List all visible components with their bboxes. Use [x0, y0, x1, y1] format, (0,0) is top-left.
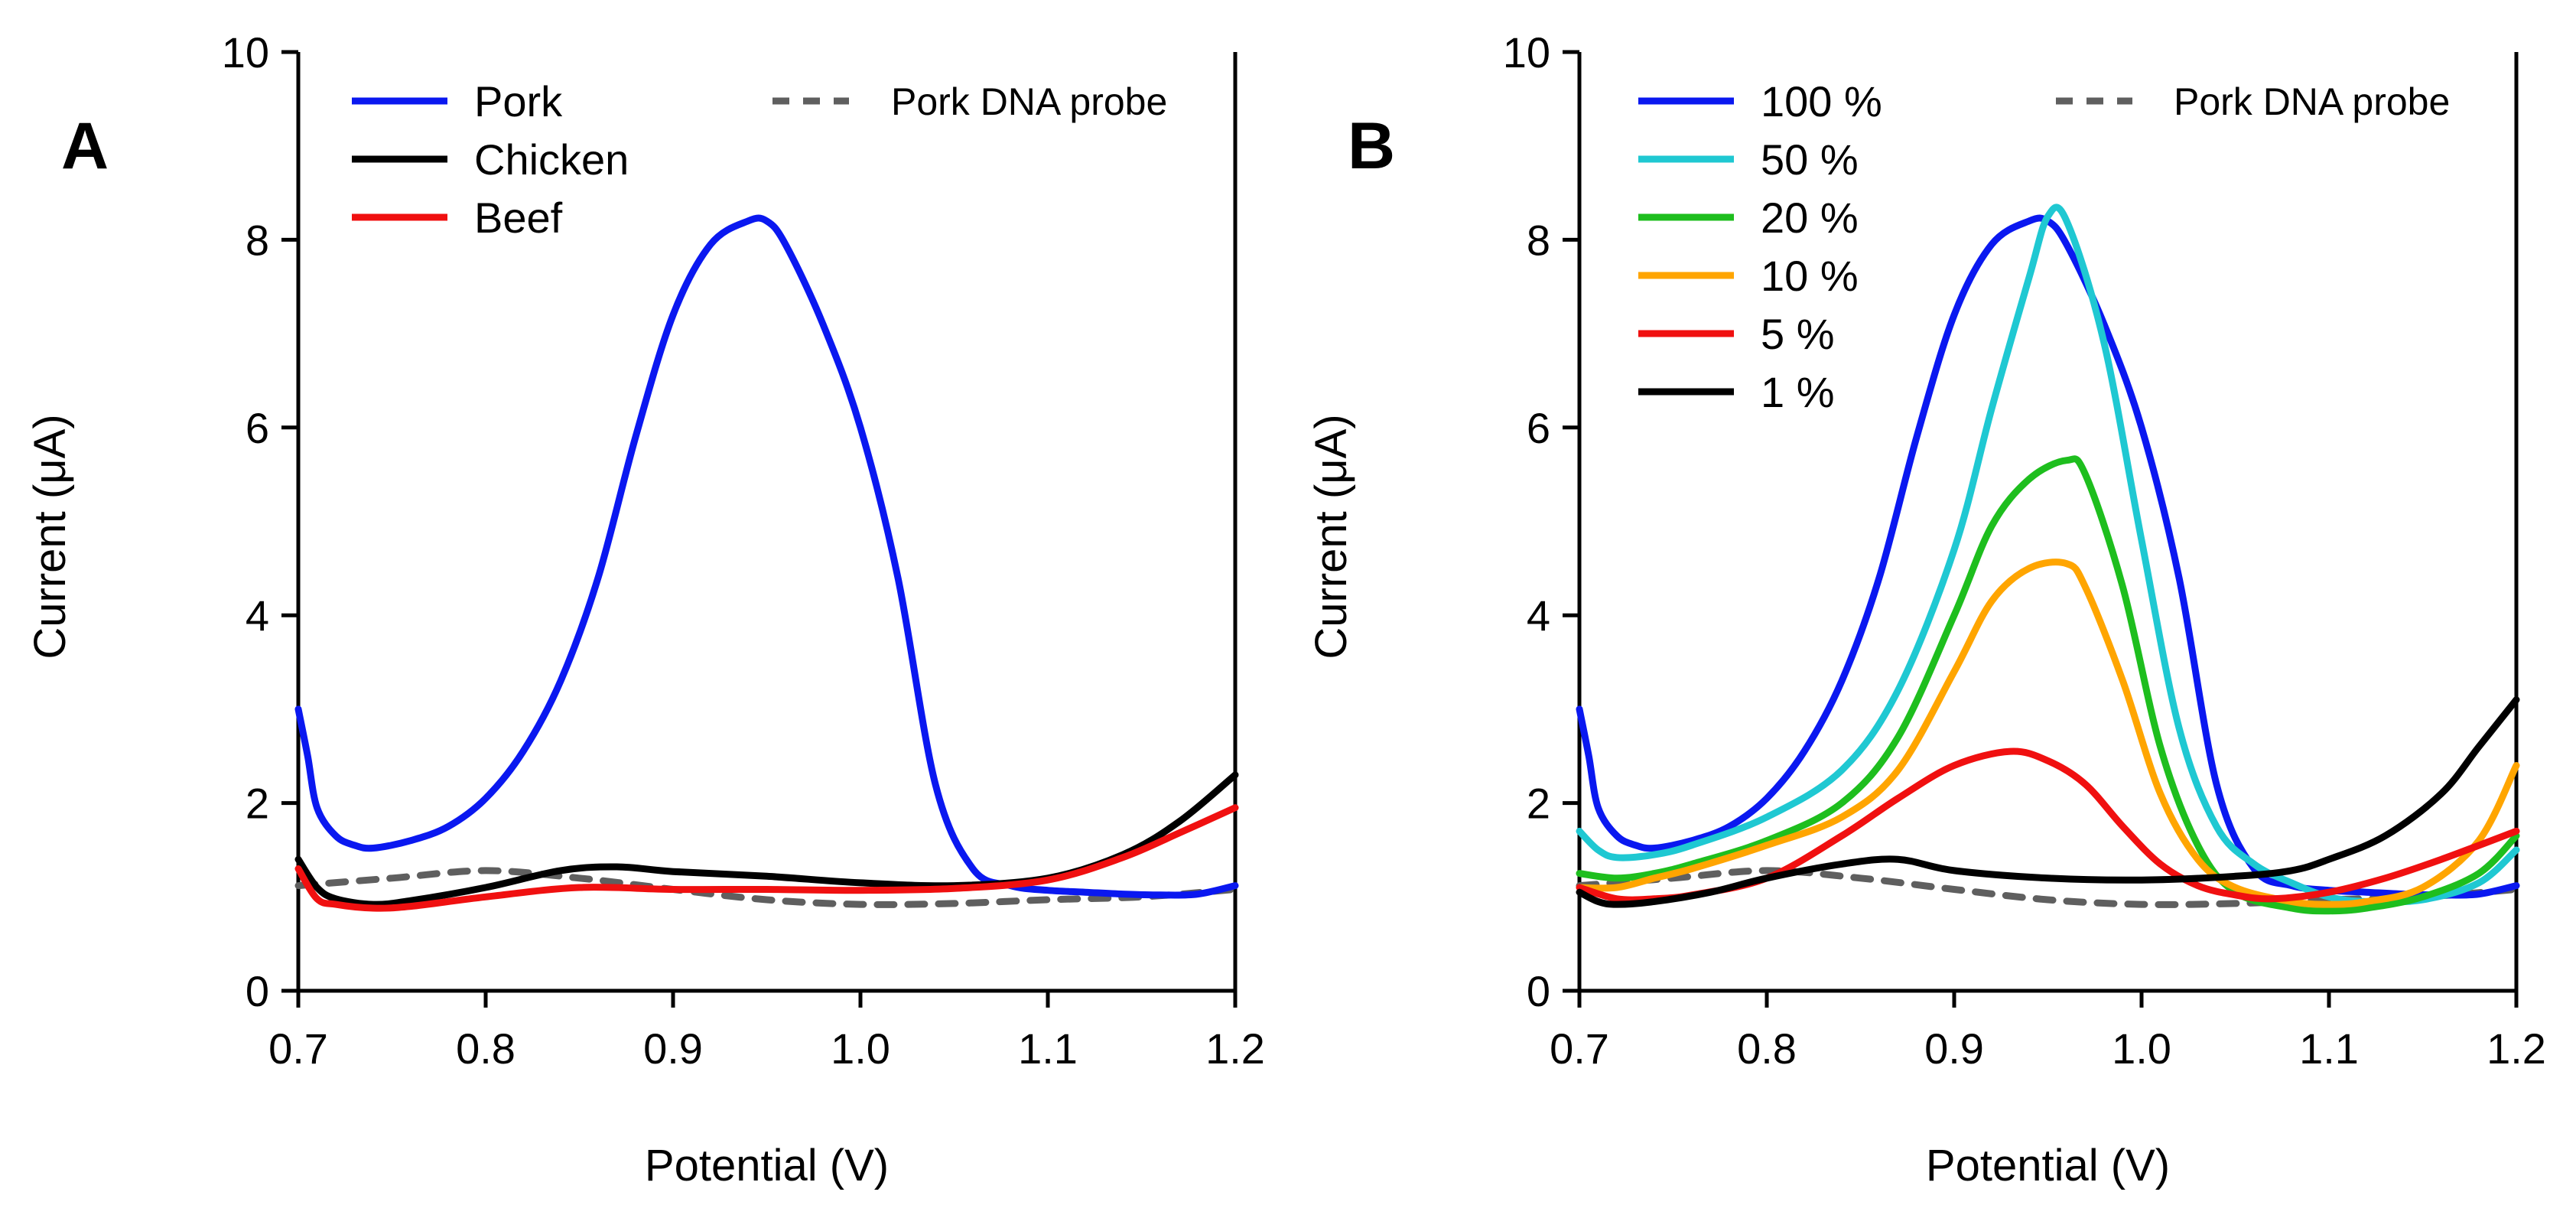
- legend-label: Pork: [474, 77, 563, 125]
- y-tick-label: 8: [1527, 216, 1550, 264]
- x-tick-label: 1.2: [1205, 1024, 1265, 1073]
- x-tick-label: 1.0: [2112, 1024, 2171, 1073]
- series-line-10: [1576, 559, 2520, 908]
- legend-label: 10 %: [1761, 252, 1859, 300]
- series-line-pork: [294, 214, 1239, 899]
- panel-letter: A: [61, 109, 109, 183]
- series-line-100: [1576, 214, 2520, 899]
- legend: Pork Chicken Beef Pork DNA probe: [352, 77, 1167, 242]
- legend-label: 5 %: [1761, 310, 1835, 358]
- chart-panel-a: 0.7 0.8 0.9 1.0 1.1 1.2 0 2 4 6 8 10 Potential (V) Cu…: [25, 28, 1265, 1190]
- legend-label: 100 %: [1761, 77, 1882, 125]
- x-tick-label: 0.9: [643, 1024, 703, 1073]
- y-tick-label: 0: [246, 967, 269, 1015]
- legend-label: 50 %: [1761, 135, 1859, 184]
- axis-frame: [296, 52, 1238, 993]
- y-tick-label: 10: [1503, 28, 1550, 77]
- axis-frame: [1577, 52, 2519, 993]
- y-tick-label: 0: [1527, 967, 1550, 1015]
- curves: [1576, 204, 2520, 915]
- y-tick-label: 10: [222, 28, 269, 77]
- y-tick-label: 2: [246, 780, 269, 828]
- y-tick-label: 4: [1527, 591, 1550, 640]
- series-line-pork-dna-probe: [294, 867, 1239, 908]
- legend-label: Beef: [474, 194, 563, 242]
- legend-label: 20 %: [1761, 194, 1859, 242]
- x-tick-label: 0.8: [1737, 1024, 1797, 1073]
- chart-panel-b: 0.7 0.8 0.9 1.0 1.1 1.2 0 2 4 6 8 10 Potential (V) Cu…: [1306, 28, 2546, 1190]
- x-tick-label: 0.9: [1924, 1024, 1984, 1073]
- series-line-1: [1576, 696, 2520, 908]
- y-axis-label: Current (μA): [1306, 414, 1356, 659]
- series-line-20: [1576, 455, 2520, 915]
- series-line-chicken: [294, 771, 1239, 908]
- x-tick-label: 0.8: [456, 1024, 516, 1073]
- curves: [294, 214, 1239, 912]
- y-tick-label: 4: [246, 591, 269, 640]
- x-tick-label: 0.7: [1550, 1024, 1609, 1073]
- x-tick-label: 1.2: [2487, 1024, 2546, 1073]
- x-tick-label: 1.1: [1018, 1024, 1078, 1073]
- panel-letter: B: [1348, 109, 1395, 183]
- legend-label: Pork DNA probe: [2174, 80, 2450, 123]
- series-line-50: [1576, 204, 2520, 906]
- y-tick-label: 2: [1527, 780, 1550, 828]
- y-axis-label: Current (μA): [25, 414, 75, 659]
- legend: 100 % 50 % 20 % 10 % 5 % 1 % Pork DNA probe: [1638, 77, 2450, 416]
- x-tick-label: 1.0: [831, 1024, 890, 1073]
- x-axis-label: Potential (V): [645, 1141, 889, 1190]
- y-tick-label: 6: [1527, 404, 1550, 452]
- legend-label: 1 %: [1761, 368, 1835, 416]
- x-tick-label: 0.7: [268, 1024, 328, 1073]
- y-tick-label: 6: [246, 404, 269, 452]
- series-line-beef: [294, 804, 1239, 912]
- legend-label: Chicken: [474, 135, 629, 184]
- x-axis-label: Potential (V): [1926, 1141, 2170, 1190]
- y-tick-label: 8: [246, 216, 269, 264]
- x-tick-label: 1.1: [2299, 1024, 2359, 1073]
- legend-label: Pork DNA probe: [891, 80, 1167, 123]
